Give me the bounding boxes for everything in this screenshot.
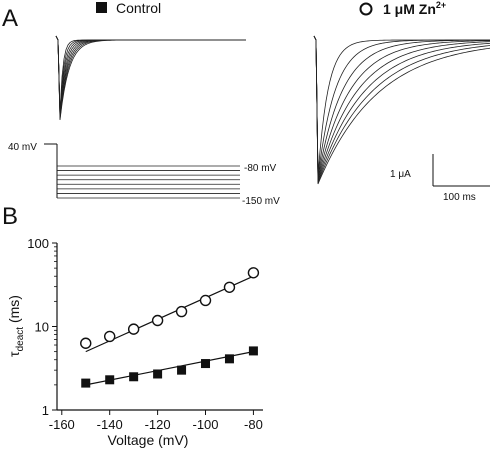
control-point: [248, 346, 258, 356]
scale-bar-current-label: 1 μA: [390, 169, 411, 180]
chart-points: [80, 267, 260, 388]
current-trace: [313, 35, 490, 177]
x-tick-label: -160: [49, 417, 75, 432]
legend-control-marker: [96, 2, 107, 13]
current-trace: [313, 35, 491, 184]
control-current-traces: [55, 35, 246, 121]
control-point: [153, 369, 163, 379]
current-trace: [55, 35, 246, 115]
current-trace: [313, 35, 490, 178]
protocol-top-label: -80 mV: [244, 163, 277, 174]
zinc-point: [80, 337, 92, 349]
y-tick-label: 1: [42, 403, 49, 418]
zinc-point: [103, 330, 116, 343]
current-trace: [55, 35, 246, 116]
control-point: [177, 365, 187, 375]
scale-bar-time-label: 100 ms: [443, 192, 476, 203]
zinc-point: [175, 305, 188, 318]
current-trace: [55, 35, 246, 118]
x-tick-label: -80: [244, 417, 263, 432]
x-tick-label: -100: [192, 417, 218, 432]
current-trace: [55, 35, 246, 113]
scale-bar: 1 μA 100 ms: [390, 154, 490, 203]
control-point: [81, 378, 91, 388]
control-point: [129, 372, 139, 382]
zinc-point: [223, 281, 236, 293]
legend: Control 1 μM Zn2+: [96, 0, 446, 17]
y-tick-label: 100: [27, 236, 49, 251]
chart-ticks: -160 -140 -120 -100 -80 1 10 100: [27, 236, 263, 432]
x-tick-label: -140: [97, 417, 123, 432]
current-trace: [313, 35, 491, 179]
current-trace: [313, 35, 491, 181]
zinc-point: [127, 323, 140, 335]
y-axis-label: τdeact (ms): [6, 295, 26, 357]
current-trace: [55, 35, 246, 117]
control-point: [224, 354, 234, 364]
panel-a-label: A: [2, 5, 18, 32]
current-trace: [55, 35, 246, 121]
legend-control-label: Control: [116, 0, 161, 16]
zinc-point: [199, 294, 212, 307]
current-trace: [55, 35, 246, 114]
control-point: [201, 359, 211, 369]
current-trace: [313, 35, 491, 180]
voltage-protocol: [44, 143, 240, 199]
protocol-hold-label: 40 mV: [8, 142, 37, 153]
panel-b-label: B: [2, 203, 18, 230]
zinc-point: [151, 314, 164, 327]
control-point: [105, 375, 115, 385]
zinc-point: [247, 267, 260, 279]
legend-zinc-marker: [359, 2, 373, 16]
x-tick-label: -120: [145, 417, 171, 432]
current-trace: [313, 35, 491, 182]
zinc-current-traces: [313, 35, 491, 185]
legend-zinc-label: 1 μM Zn2+: [383, 0, 446, 17]
current-trace: [313, 35, 491, 185]
tau-voltage-chart: -160 -140 -120 -100 -80 1 10 100 Voltage (mV) τ…: [6, 236, 263, 448]
current-trace: [55, 35, 246, 119]
x-axis-label: Voltage (mV): [108, 432, 189, 448]
y-tick-label: 10: [35, 320, 49, 335]
protocol-bottom-label: -150 mV: [242, 196, 280, 207]
